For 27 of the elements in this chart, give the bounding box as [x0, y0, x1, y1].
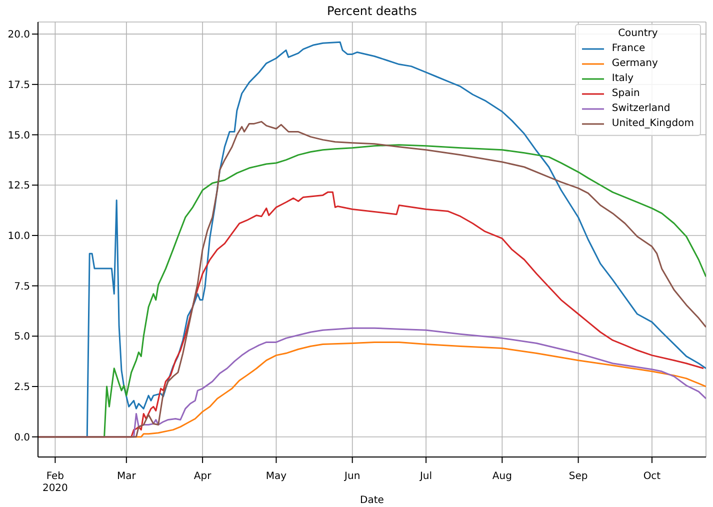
legend-label: Italy [612, 73, 634, 84]
x-tick-label: May [266, 471, 287, 482]
x-tick-label: Mar [116, 471, 137, 482]
y-tick-label: 15.0 [8, 130, 30, 142]
legend-label: United_Kingdom [612, 118, 694, 129]
y-tick-label: 7.5 [14, 281, 30, 292]
y-tick-label: 12.5 [8, 180, 30, 192]
y-tick-label: 0.0 [14, 432, 30, 444]
y-tick-label: 20.0 [8, 30, 30, 41]
x-tick-label: Jul [418, 471, 432, 482]
legend-label: Switzerland [612, 103, 670, 114]
x-tick-label: Oct [643, 471, 661, 482]
legend-label: France [612, 43, 646, 54]
y-tick-label: 5.0 [14, 332, 30, 343]
x-tick-label: Apr [194, 471, 212, 482]
x-tick-label: Aug [492, 471, 512, 482]
legend-title: Country [617, 28, 659, 39]
chart-title: Percent deaths [326, 4, 418, 18]
y-tick-label: 10.0 [8, 231, 30, 242]
x-tick-label: Feb 2020 [42, 471, 68, 494]
x-tick-label: Jun [344, 471, 360, 482]
y-tick-label: 17.5 [8, 80, 30, 91]
x-axis-title: Date [360, 495, 384, 506]
legend-label: Germany [612, 58, 658, 69]
legend-label: Spain [612, 88, 640, 99]
x-tick-label: Sep [568, 471, 588, 482]
y-tick-label: 2.5 [14, 382, 30, 394]
